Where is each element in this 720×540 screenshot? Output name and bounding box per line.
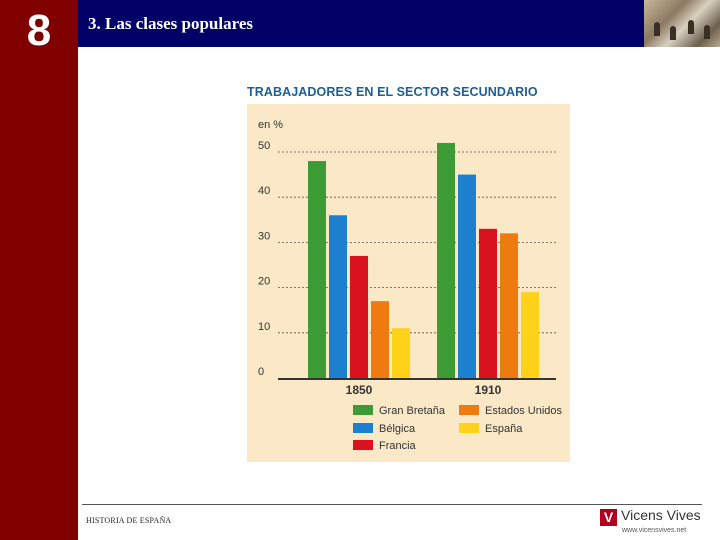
publisher-name: Vicens Vives [621, 507, 701, 523]
bar [392, 328, 410, 378]
header-bar: 3. Las clases populares [78, 0, 720, 47]
x-tick-label: 1910 [475, 383, 502, 397]
illustration-figure [654, 22, 660, 36]
bar [329, 215, 347, 378]
bar [437, 142, 455, 378]
footer-text: HISTORIA DE ESPAÑA [86, 516, 172, 525]
chapter-number: 8 [26, 6, 52, 55]
bar [308, 161, 326, 378]
legend-label: Estados Unidos [485, 405, 563, 417]
publisher-url: www.vicensvives.net [622, 527, 687, 534]
legend-swatch [459, 423, 479, 433]
footer-divider [82, 504, 702, 505]
illustration-figure [670, 26, 676, 40]
x-axis-line [278, 378, 556, 380]
y-tick-label: 20 [258, 276, 270, 288]
legend-swatch [353, 405, 373, 415]
bar [371, 301, 389, 378]
bar [521, 292, 539, 378]
x-tick-label: 1850 [346, 383, 373, 397]
y-axis-label: en % [258, 119, 283, 131]
legend-swatch [353, 440, 373, 450]
legend-label: Francia [379, 440, 417, 452]
legend-swatch [353, 423, 373, 433]
y-tick-label: 50 [258, 140, 270, 152]
page-title: 3. Las clases populares [88, 14, 253, 33]
illustration-figure [688, 20, 694, 34]
illustration-figure [704, 25, 710, 39]
chapter-sidebar: 8 [0, 0, 78, 540]
bar [458, 174, 476, 378]
bar [350, 255, 368, 378]
header-illustration [644, 0, 720, 47]
legend-label: Gran Bretaña [379, 405, 446, 417]
legend-label: España [485, 423, 523, 435]
bar [479, 228, 497, 378]
legend-swatch [459, 405, 479, 415]
bar [500, 233, 518, 378]
y-tick-label: 30 [258, 230, 270, 242]
legend-label: Bélgica [379, 423, 416, 435]
chart-title: TRABAJADORES EN EL SECTOR SECUNDARIO [247, 85, 538, 99]
y-tick-label: 10 [258, 321, 270, 333]
y-tick-label: 40 [258, 185, 270, 197]
y-tick-label: 0 [258, 366, 264, 378]
vicens-vives-logo-icon: V [600, 509, 617, 526]
